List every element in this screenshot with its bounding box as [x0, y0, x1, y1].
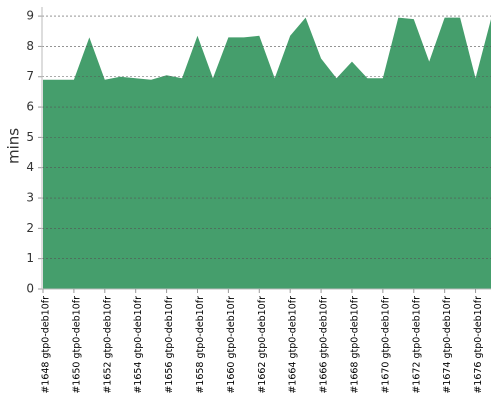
y-tick-label: 9: [26, 9, 34, 23]
x-tick-label: #1648 gtp0-deb10fr: [41, 296, 52, 394]
x-tick-label: #1664 gtp0-deb10fr: [288, 296, 299, 394]
x-tick-label: #1650 gtp0-deb10fr: [71, 296, 82, 394]
y-tick-label: 0: [26, 282, 34, 296]
x-tick-label: #1666 gtp0-deb10fr: [319, 296, 330, 394]
y-tick-label: 3: [26, 191, 34, 205]
x-tick-label: #1656 gtp0-deb10fr: [164, 296, 175, 394]
y-tick-label: 7: [26, 69, 34, 83]
y-tick-label: 2: [26, 221, 34, 235]
y-tick-label: 1: [26, 251, 34, 265]
y-tick-label: 8: [26, 39, 34, 53]
x-tick-label: #1660 gtp0-deb10fr: [226, 296, 237, 394]
x-tick-label: #1674 gtp0-deb10fr: [442, 296, 453, 394]
area: [43, 17, 491, 289]
x-tick-label: #1670 gtp0-deb10fr: [380, 296, 391, 394]
x-tick-label: #1676 gtp0-deb10fr: [473, 296, 484, 394]
x-tick-label: #1662 gtp0-deb10fr: [257, 296, 268, 394]
y-tick-label: 6: [26, 100, 34, 114]
y-tick-label: 5: [26, 130, 34, 144]
x-tick-label: #1652 gtp0-deb10fr: [102, 296, 113, 394]
y-axis-label: mins: [5, 128, 23, 164]
y-tick-label: 4: [26, 160, 34, 174]
x-tick-label: #1668 gtp0-deb10fr: [349, 296, 360, 394]
x-tick-label: #1654 gtp0-deb10fr: [133, 296, 144, 394]
x-tick-label: #1672 gtp0-deb10fr: [411, 296, 422, 394]
x-tick-label: #1658 gtp0-deb10fr: [195, 296, 206, 394]
